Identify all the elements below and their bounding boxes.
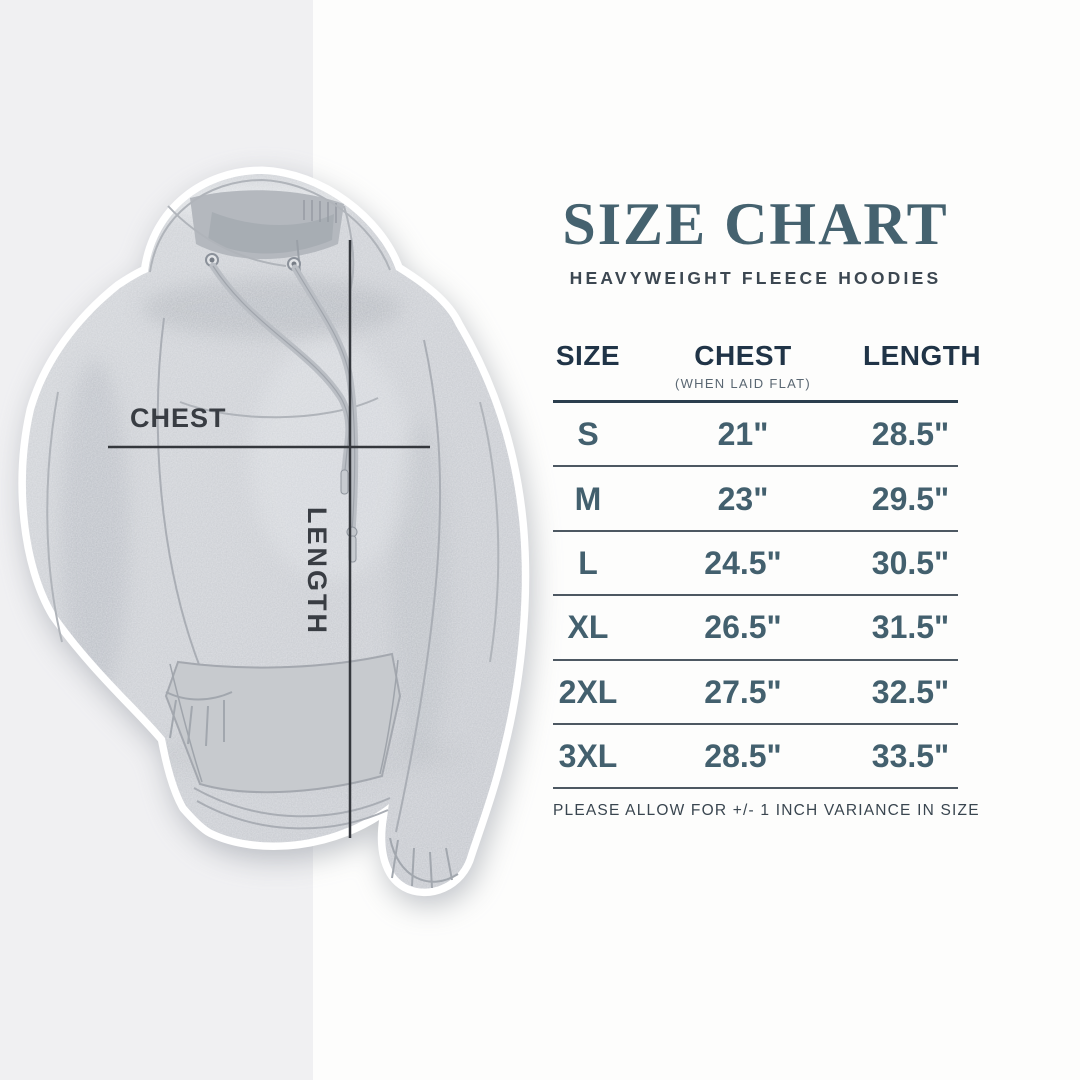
- chest-cell: 23": [717, 480, 769, 517]
- length-measurement-label: LENGTH: [302, 507, 332, 636]
- length-cell: 32.5": [871, 673, 950, 710]
- chest-measurement-label: CHEST: [130, 403, 227, 433]
- table-header: SIZE CHEST (WHEN LAID FLAT) LENGTH: [553, 340, 982, 392]
- size-cell: 2XL: [558, 673, 618, 710]
- variance-note: PLEASE ALLOW FOR +/- 1 INCH VARIANCE IN …: [553, 802, 980, 819]
- chest-cell: 28.5": [704, 738, 782, 775]
- header-divider-line: [553, 400, 958, 403]
- page-subtitle: HEAVYWEIGHT FLEECE HOODIES: [569, 268, 942, 288]
- chest-cell: 21": [717, 416, 769, 453]
- chest-subnote: (WHEN LAID FLAT): [674, 376, 812, 391]
- column-header-size: SIZE: [555, 340, 621, 371]
- table-row-m: M 23" 29.5": [553, 467, 958, 532]
- hood-interior: [190, 190, 344, 283]
- hoodie-photo-illustration: [0, 140, 560, 930]
- length-cell: 33.5": [871, 738, 950, 775]
- size-table: S 21" 28.5" M 23" 29.5" L 24.5" 30.5" XL…: [553, 403, 958, 790]
- size-cell: XL: [567, 609, 609, 646]
- table-row-s: S 21" 28.5": [553, 403, 958, 468]
- chest-cell: 27.5": [704, 673, 782, 710]
- length-cell: 31.5": [871, 609, 950, 646]
- kangaroo-pocket: [164, 652, 402, 794]
- sleeve-seams: [156, 317, 442, 833]
- table-row-xl: XL 26.5" 31.5": [553, 596, 958, 661]
- ribbed-cuffs: [165, 691, 459, 889]
- size-chart-panel: SIZE CHART HEAVYWEIGHT FLEECE HOODIES SI…: [553, 0, 982, 1080]
- length-cell: 28.5": [871, 416, 950, 453]
- measurement-lines: [108, 240, 430, 838]
- column-header-length: LENGTH: [863, 340, 982, 371]
- size-cell: 3XL: [558, 738, 618, 775]
- hem-band: [193, 787, 391, 830]
- column-header-chest: CHEST: [694, 340, 792, 371]
- size-cell: M: [574, 480, 602, 517]
- table-row-l: L 24.5" 30.5": [553, 532, 958, 597]
- chest-cell: 24.5": [704, 544, 782, 581]
- length-cell: 30.5": [871, 544, 950, 581]
- chest-cell: 26.5": [704, 609, 782, 646]
- size-cell: S: [577, 416, 599, 453]
- length-cell: 29.5": [871, 480, 950, 517]
- size-cell: L: [578, 544, 598, 581]
- table-row-2xl: 2XL 27.5" 32.5": [553, 661, 958, 725]
- fabric-folds: [46, 178, 500, 663]
- table-row-3xl: 3XL 28.5" 33.5": [553, 725, 958, 790]
- page-title: SIZE CHART: [562, 191, 949, 257]
